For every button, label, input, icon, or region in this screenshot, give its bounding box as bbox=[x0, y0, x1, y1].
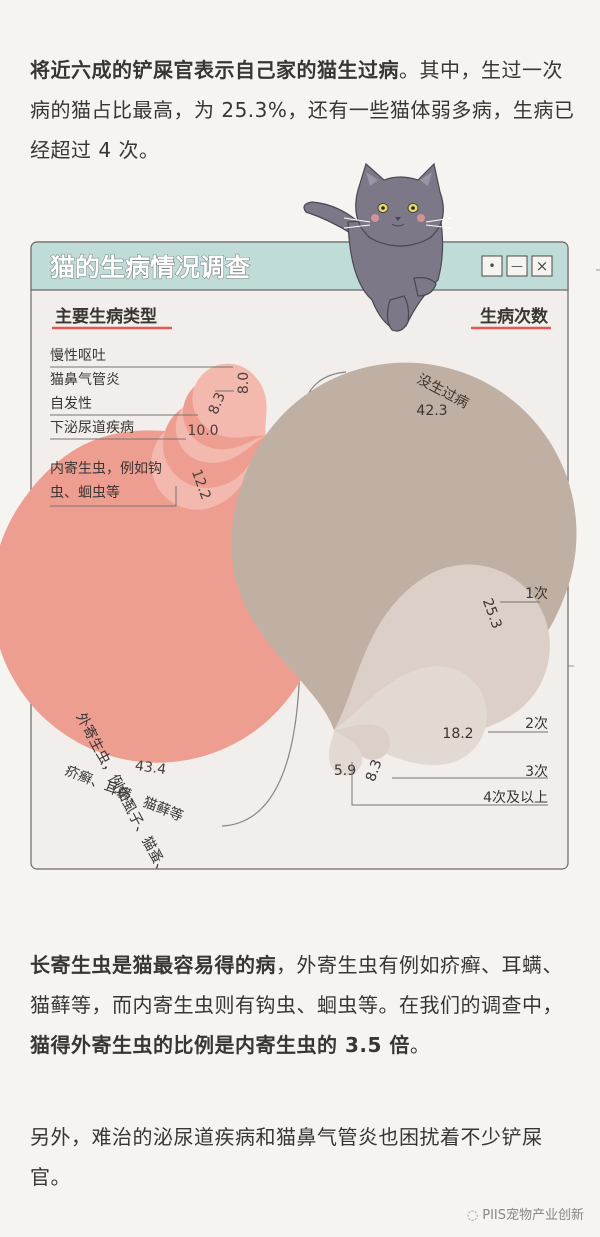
cat-blush-left bbox=[371, 214, 379, 222]
cat-back-paw bbox=[413, 277, 437, 297]
illness-survey-chart: 猫的生病情况调查 • — × 主要生病类型 生病次数 bbox=[0, 162, 600, 879]
count-category-label: 2次 bbox=[525, 716, 548, 732]
count-petal bbox=[328, 730, 363, 776]
disease-category-label: 下泌尿道疾病 bbox=[50, 420, 134, 436]
parasite-bold-2: 猫得外寄生虫的比例是内寄生虫的 3.5 倍 bbox=[30, 1033, 410, 1057]
disease-value-label: 10.0 bbox=[187, 423, 218, 439]
disease-category-label: 内寄生虫，例如钩 bbox=[50, 460, 162, 477]
urinary-text: 另外，难治的泌尿道疾病和猫鼻气管炎也困扰着不少铲屎官。 bbox=[30, 1125, 543, 1189]
cat-left-paw bbox=[303, 201, 357, 235]
cat-nose bbox=[395, 217, 401, 221]
window-button-dot[interactable] bbox=[481, 255, 503, 277]
watermark: ◌ PIIS宠物产业创新 bbox=[467, 1204, 584, 1223]
minimize-icon: — bbox=[511, 259, 523, 273]
window-buttons: • — × bbox=[481, 255, 553, 277]
disease-category-label: 自发性 bbox=[50, 396, 92, 412]
cat-illustration bbox=[303, 162, 453, 332]
parasite-text-2: 。 bbox=[409, 1033, 431, 1057]
cat-front-paw bbox=[386, 295, 410, 332]
cat-mouth bbox=[391, 223, 405, 227]
dot-icon: • bbox=[488, 259, 495, 273]
cat-blush-right bbox=[417, 214, 425, 222]
close-icon: × bbox=[536, 257, 549, 275]
disease-value-label: 8.3 bbox=[206, 390, 229, 417]
disease-category-label: 猫鼻气管炎 bbox=[50, 371, 120, 388]
disease-value-label: 8.0 bbox=[236, 372, 252, 394]
count-value-label: 8.3 bbox=[363, 757, 386, 783]
count-category-label: 3次 bbox=[525, 764, 548, 780]
parasite-bold-1: 长寄生虫是猫最容易得的病 bbox=[30, 953, 276, 977]
count-category-label: 4次及以上 bbox=[483, 790, 548, 806]
wechat-icon: ◌ bbox=[466, 1208, 479, 1223]
left-chart: 43.412.210.08.38.0慢性呕吐猫鼻气管炎自发性下泌尿道疾病内寄生虫… bbox=[0, 347, 327, 879]
parasite-text-1: ，外寄生虫有例如疥癣、耳螨、猫藓等，而内寄生虫则有钩虫、蛔虫等。在我们的调查中， bbox=[30, 953, 563, 1017]
disease-petal bbox=[192, 363, 267, 438]
minimize-button[interactable] bbox=[506, 255, 528, 277]
urinary-paragraph: 另外，难治的泌尿道疾病和猫鼻气管炎也困扰着不少铲屎官。 bbox=[30, 1117, 575, 1197]
count-category-label: 1次 bbox=[525, 586, 548, 602]
intro-text: 。其中，生过一次病的猫占比最高，为 25.3%，还有一些猫体弱多病，生病已经超过… bbox=[30, 58, 575, 162]
count-value-label: 42.3 bbox=[416, 403, 447, 419]
watermark-text: PIIS宠物产业创新 bbox=[482, 1208, 584, 1223]
disease-category-label: 慢性呕吐 bbox=[50, 347, 106, 364]
close-button[interactable] bbox=[531, 255, 553, 277]
disease-leader-line bbox=[50, 486, 177, 507]
intro-paragraph: 将近六成的铲屎官表示自己家的猫生过病。其中，生过一次病的猫占比最高，为 25.3… bbox=[30, 50, 575, 170]
window-title: 猫的生病情况调查 bbox=[50, 253, 250, 282]
cat-ear-inner-right bbox=[420, 172, 432, 186]
parasite-paragraph: 长寄生虫是猫最容易得的病，外寄生虫有例如疥癣、耳螨、猫藓等，而内寄生虫则有钩虫、… bbox=[30, 945, 575, 1065]
intro-bold: 将近六成的铲屎官表示自己家的猫生过病 bbox=[30, 58, 399, 82]
cat-head bbox=[355, 162, 444, 247]
count-petal bbox=[334, 724, 390, 760]
right-heading: 生病次数 bbox=[480, 306, 549, 327]
disease-category-label: 虫、蛔虫等 bbox=[50, 484, 120, 501]
left-heading: 主要生病类型 bbox=[55, 306, 157, 327]
disease-value-label: 43.4 bbox=[134, 758, 167, 778]
count-value-label: 18.2 bbox=[442, 726, 473, 742]
cat-ear-inner-left bbox=[366, 172, 378, 186]
count-value-label: 5.9 bbox=[334, 763, 356, 779]
cat-whiskers bbox=[343, 217, 453, 229]
count-leader-line bbox=[351, 762, 548, 806]
